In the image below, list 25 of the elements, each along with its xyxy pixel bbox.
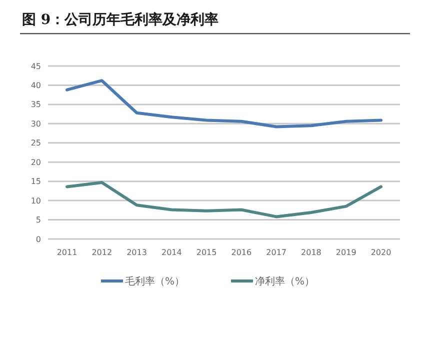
y-tick-label: 40 xyxy=(30,81,41,90)
y-tick-label: 35 xyxy=(30,100,41,110)
line-series xyxy=(66,79,382,128)
y-tick-label: 5 xyxy=(36,216,41,225)
line-series xyxy=(66,180,382,218)
x-tick-label: 2018 xyxy=(301,248,322,257)
x-tick-label: 2014 xyxy=(161,248,182,257)
x-tick-label: 2016 xyxy=(231,248,252,257)
x-tick-label: 2015 xyxy=(196,248,217,257)
chart-title: 图 9：公司历年毛利率及净利率 xyxy=(22,11,219,28)
x-tick-label: 2011 xyxy=(56,248,78,257)
y-tick-label: 0 xyxy=(36,234,41,244)
x-tick-label: 2019 xyxy=(336,248,356,257)
y-tick-label: 45 xyxy=(30,62,41,71)
legend-label: 毛利率（%） xyxy=(125,276,185,288)
y-tick-label: 15 xyxy=(30,177,41,186)
x-tick-label: 2020 xyxy=(370,248,392,257)
x-tick-label: 2013 xyxy=(126,248,147,257)
x-tick-label: 2017 xyxy=(266,248,287,257)
legend-label: 净利率（%） xyxy=(255,276,315,288)
y-tick-label: 10 xyxy=(30,196,41,206)
x-tick-label: 2012 xyxy=(92,248,112,257)
y-tick-label: 25 xyxy=(30,138,41,148)
y-tick-label: 20 xyxy=(30,158,41,167)
y-tick-label: 30 xyxy=(30,119,41,128)
